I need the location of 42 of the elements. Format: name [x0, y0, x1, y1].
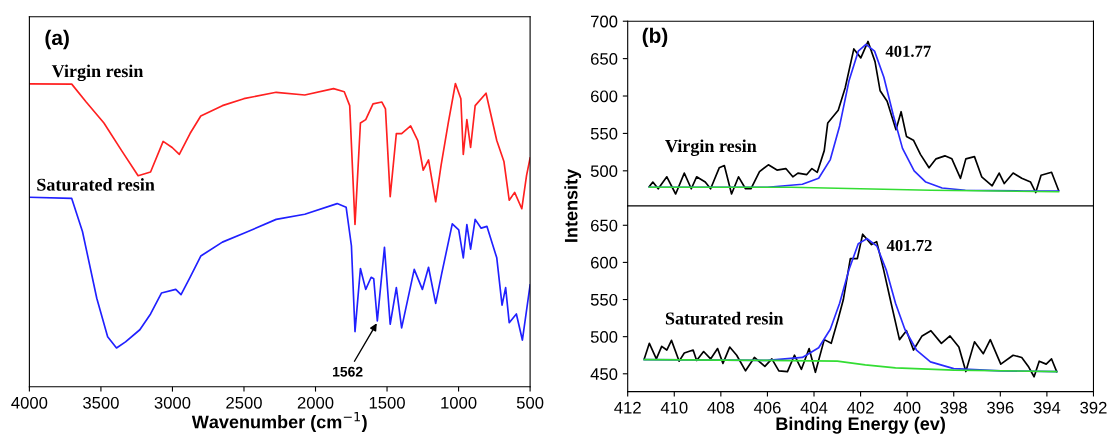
x-tick-label: 400 [893, 401, 921, 414]
y-tick-label: 700 [591, 15, 618, 28]
y-tick-label: 600 [591, 90, 618, 103]
x-tick-label: 2000 [297, 396, 334, 409]
x-axis-title: Binding Energy (ev) [776, 416, 945, 434]
series-label: Virgin resin [51, 64, 144, 82]
x-tick-label: 410 [660, 401, 688, 414]
x-tick-label: 3000 [154, 396, 191, 409]
y-tick-label: 550 [590, 293, 618, 306]
x-tick-label: 398 [940, 401, 967, 414]
y-tick-label: 600 [591, 256, 618, 269]
y-axis-title: Intensity [564, 168, 582, 242]
chart-title: (b) [642, 27, 668, 48]
y-tick-label: 500 [590, 331, 618, 343]
y-tick-label: 650 [591, 53, 618, 65]
x-tick-label: 402 [847, 401, 874, 414]
x-tick-label: 396 [987, 401, 1014, 414]
annotation: 401.77 [885, 45, 931, 57]
x-tick-label: 3500 [83, 396, 119, 409]
annotation: 1562 [333, 366, 363, 377]
x-tick-label: 408 [707, 401, 735, 414]
x-tick-label: 392 [1080, 401, 1107, 414]
x-tick-label: 500 [516, 396, 544, 409]
x-tick-label: 404 [800, 401, 828, 414]
series-label: Saturated resin [37, 178, 155, 191]
y-tick-label: 450 [590, 368, 618, 380]
annotation: Saturated resin [665, 311, 784, 325]
x-tick-label: 394 [1033, 401, 1061, 414]
y-tick-label: 550 [590, 127, 618, 140]
x-tick-label: 412 [614, 401, 641, 414]
x-tick-label: 4000 [11, 396, 48, 409]
x-tick-label: 1000 [441, 396, 477, 409]
chart-title: (a) [45, 29, 69, 50]
x-tick-label: 1500 [369, 396, 405, 409]
line-series [643, 358, 1058, 373]
x-axis-title: Wavenumber (cm$^{−1}$) [191, 412, 367, 432]
x-tick-label: 2500 [226, 396, 262, 409]
annotation: Virgin resin [665, 139, 757, 156]
y-tick-label: 500 [590, 165, 618, 178]
annotation: 401.72 [886, 239, 932, 252]
y-tick-label: 650 [591, 219, 618, 232]
x-tick-label: 406 [753, 401, 781, 414]
